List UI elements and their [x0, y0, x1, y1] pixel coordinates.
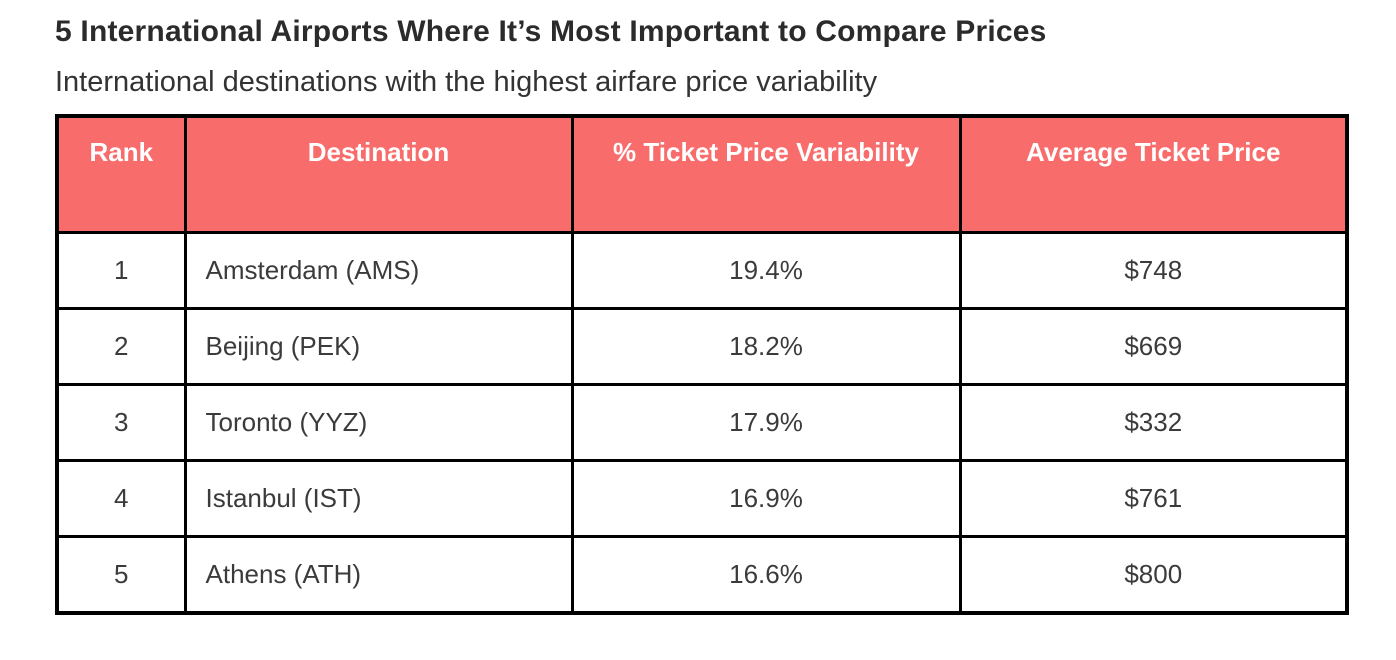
table-header: Rank Destination % Ticket Price Variabil… [55, 114, 1349, 235]
price-cell: $748 [958, 231, 1349, 311]
table-row: 4 Istanbul (IST) 16.9% $761 [55, 459, 1349, 539]
column-header-destination: Destination [183, 114, 574, 235]
price-cell: $800 [958, 535, 1349, 615]
price-cell: $761 [958, 459, 1349, 539]
variability-cell: 18.2% [570, 307, 962, 387]
destination-cell: Athens (ATH) [183, 535, 574, 615]
price-cell: $332 [958, 383, 1349, 463]
header-row: Rank Destination % Ticket Price Variabil… [55, 114, 1349, 235]
airfare-variability-table: Rank Destination % Ticket Price Variabil… [55, 113, 1349, 615]
rank-cell: 1 [55, 231, 187, 311]
rank-cell: 4 [55, 459, 187, 539]
table-row: 2 Beijing (PEK) 18.2% $669 [55, 307, 1349, 387]
column-header-variability: % Ticket Price Variability [570, 114, 962, 235]
destination-cell: Toronto (YYZ) [183, 383, 574, 463]
price-cell: $669 [958, 307, 1349, 387]
variability-cell: 16.6% [570, 535, 962, 615]
destination-cell: Beijing (PEK) [183, 307, 574, 387]
column-header-rank: Rank [55, 114, 187, 235]
column-header-average-price: Average Ticket Price [958, 114, 1349, 235]
rank-cell: 2 [55, 307, 187, 387]
destination-cell: Istanbul (IST) [183, 459, 574, 539]
page-subtitle: International destinations with the high… [55, 66, 878, 98]
page-title: 5 International Airports Where It’s Most… [55, 15, 1047, 48]
table-body: 1 Amsterdam (AMS) 19.4% $748 2 Beijing (… [55, 231, 1349, 615]
table-row: 1 Amsterdam (AMS) 19.4% $748 [55, 231, 1349, 311]
variability-cell: 17.9% [570, 383, 962, 463]
table-row: 3 Toronto (YYZ) 17.9% $332 [55, 383, 1349, 463]
rank-cell: 3 [55, 383, 187, 463]
variability-cell: 19.4% [570, 231, 962, 311]
table-row: 5 Athens (ATH) 16.6% $800 [55, 535, 1349, 615]
destination-cell: Amsterdam (AMS) [183, 231, 574, 311]
variability-cell: 16.9% [570, 459, 962, 539]
rank-cell: 5 [55, 535, 187, 615]
